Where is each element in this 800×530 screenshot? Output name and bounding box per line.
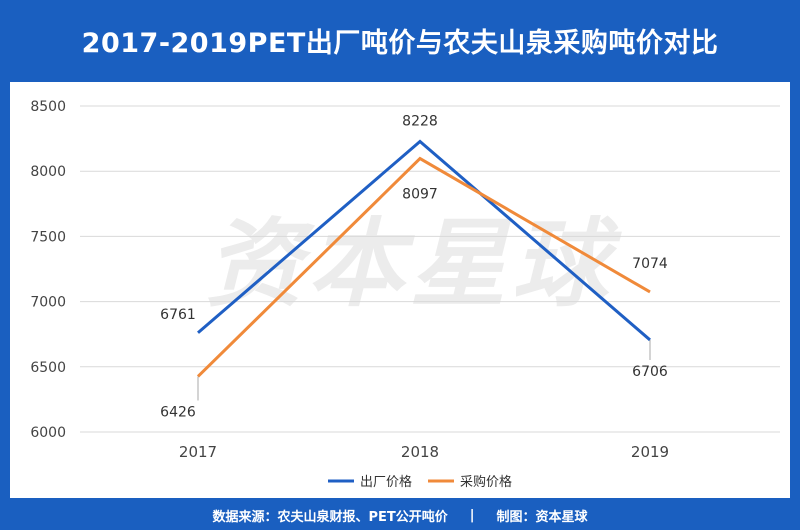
legend-label-factory: 出厂价格: [360, 474, 412, 490]
watermark-text: 资本星球: [206, 208, 622, 320]
x-tick-label: 2017: [179, 443, 217, 461]
title-bar: 2017-2019PET出厂吨价与农夫山泉采购吨价对比: [0, 0, 800, 80]
y-tick-label: 6000: [30, 425, 66, 441]
data-label: 6761: [160, 307, 196, 323]
data-label: 6706: [632, 364, 668, 380]
y-tick-label: 8000: [30, 164, 66, 180]
data-label: 8228: [402, 113, 438, 129]
y-tick-label: 7500: [30, 229, 66, 245]
data-label: 6426: [160, 404, 196, 420]
series-line-purchase: [196, 156, 651, 378]
chart-title: 2017-2019PET出厂吨价与农夫山泉采购吨价对比: [81, 27, 719, 59]
line-chart: 资本星球 6000 6500 7000 7500 8000 8500 2017 2018 2019…: [30, 99, 780, 490]
x-tick-label: 2019: [631, 443, 669, 461]
footer-separator: |: [469, 507, 475, 523]
legend-label-purchase: 采购价格: [460, 474, 512, 490]
footer-source: 数据来源：农夫山泉财报、PET公开吨价: [212, 509, 448, 525]
y-tick-label: 7000: [30, 295, 66, 311]
y-tick-label: 8500: [30, 99, 66, 115]
data-label: 8097: [402, 187, 438, 203]
footer-credit: 制图：资本星球: [496, 509, 588, 525]
footer: 数据来源：农夫山泉财报、PET公开吨价 | 制图：资本星球: [0, 500, 800, 530]
series-line-factory: [197, 139, 651, 342]
chart-panel: 资本星球 6000 6500 7000 7500 8000 8500 2017 2018 2019…: [10, 82, 790, 498]
data-label: 7074: [632, 256, 668, 272]
x-tick-label: 2018: [401, 443, 439, 461]
y-tick-label: 6500: [30, 360, 66, 376]
